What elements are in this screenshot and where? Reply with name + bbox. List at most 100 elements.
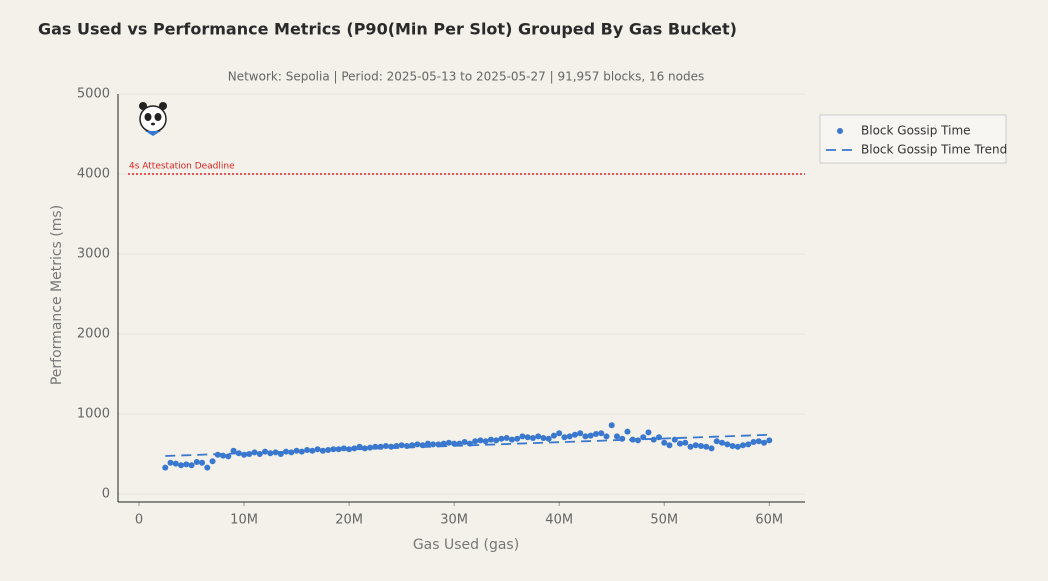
data-point [519, 433, 526, 440]
data-point [472, 438, 479, 445]
data-point [598, 430, 605, 437]
x-tick-label: 20M [335, 513, 363, 528]
x-tick-label: 50M [650, 513, 678, 528]
data-point [288, 449, 295, 456]
legend-box [819, 114, 1007, 164]
data-point [729, 443, 736, 449]
data-point [566, 433, 573, 440]
data-point [608, 422, 615, 429]
x-axis-label: Gas Used (gas) [413, 537, 519, 553]
data-point [587, 432, 594, 439]
data-point [624, 428, 631, 435]
data-point [698, 443, 705, 449]
data-point [724, 441, 731, 448]
x-tick-label: 40M [545, 513, 573, 528]
data-point [634, 437, 641, 444]
data-point [178, 462, 185, 469]
data-point [183, 461, 190, 468]
data-point [613, 433, 620, 440]
data-point [592, 431, 599, 437]
data-point [225, 453, 232, 460]
data-point [335, 446, 342, 453]
data-point [540, 435, 547, 441]
data-point [719, 439, 726, 446]
data-point [713, 438, 720, 445]
data-point [424, 440, 431, 447]
data-point [204, 464, 211, 471]
data-point [692, 442, 699, 449]
data-point [382, 443, 389, 449]
data-point [640, 434, 647, 441]
data-point [645, 429, 652, 436]
trend-line [165, 433, 770, 457]
data-point [734, 443, 741, 450]
data-point [430, 441, 437, 448]
data-point [482, 438, 489, 445]
data-point [535, 433, 542, 440]
y-tick-label: 2000 [77, 327, 110, 342]
y-axis-label: Performance Metrics (ms) [49, 205, 65, 385]
data-point [745, 441, 752, 448]
data-point [545, 435, 552, 442]
data-point [304, 447, 311, 453]
legend-marker [837, 128, 843, 134]
y-tick-label: 0 [102, 487, 110, 502]
data-point [162, 464, 169, 471]
logo [139, 102, 167, 136]
data-point [514, 435, 521, 442]
data-point [230, 447, 237, 454]
legend-label: Block Gossip Time Trend [861, 143, 1007, 157]
data-point [603, 433, 610, 440]
data-point [556, 430, 563, 437]
data-point [330, 446, 337, 453]
data-point [687, 443, 694, 450]
data-point [172, 460, 179, 467]
data-point [577, 430, 584, 437]
data-point [414, 441, 421, 448]
legend-label: Block Gossip Time [861, 124, 971, 138]
data-point [461, 439, 468, 445]
data-point [445, 439, 452, 446]
data-point [351, 445, 358, 452]
y-tick-label: 4000 [77, 167, 110, 182]
data-point [582, 433, 589, 440]
data-point [755, 438, 762, 445]
data-point [661, 439, 668, 446]
data-point [367, 444, 374, 451]
data-point [487, 436, 494, 443]
data-point [199, 459, 206, 466]
chart-title: Gas Used vs Performance Metrics (P90(Min… [38, 20, 737, 39]
y-tick-label: 3000 [77, 247, 110, 262]
y-tick-label: 1000 [77, 407, 110, 422]
data-point [761, 439, 768, 446]
data-point [524, 434, 531, 441]
data-point [703, 443, 710, 450]
data-point [319, 447, 326, 454]
data-point [671, 436, 678, 443]
data-point [666, 442, 673, 449]
x-tick-label: 0 [135, 513, 143, 528]
data-point [440, 440, 447, 447]
x-tick-label: 30M [440, 513, 468, 528]
legend [819, 114, 1007, 164]
data-point [708, 445, 715, 452]
x-tick-label: 60M [755, 513, 783, 528]
data-point [750, 439, 757, 445]
data-point [571, 431, 578, 438]
data-point [209, 458, 216, 465]
reference-label: 4s Attestation Deadline [129, 162, 235, 172]
data-point [561, 434, 568, 441]
data-point [193, 459, 200, 465]
data-point [550, 432, 557, 439]
data-point [398, 442, 405, 449]
data-point [740, 442, 747, 449]
data-point [477, 437, 484, 444]
data-point [188, 462, 195, 469]
y-tick-label: 5000 [77, 87, 110, 102]
data-point [766, 437, 773, 444]
data-point [272, 449, 279, 456]
data-point [676, 440, 683, 447]
chart-subtitle: Network: Sepolia | Period: 2025-05-13 to… [228, 70, 705, 84]
data-point [498, 435, 505, 442]
